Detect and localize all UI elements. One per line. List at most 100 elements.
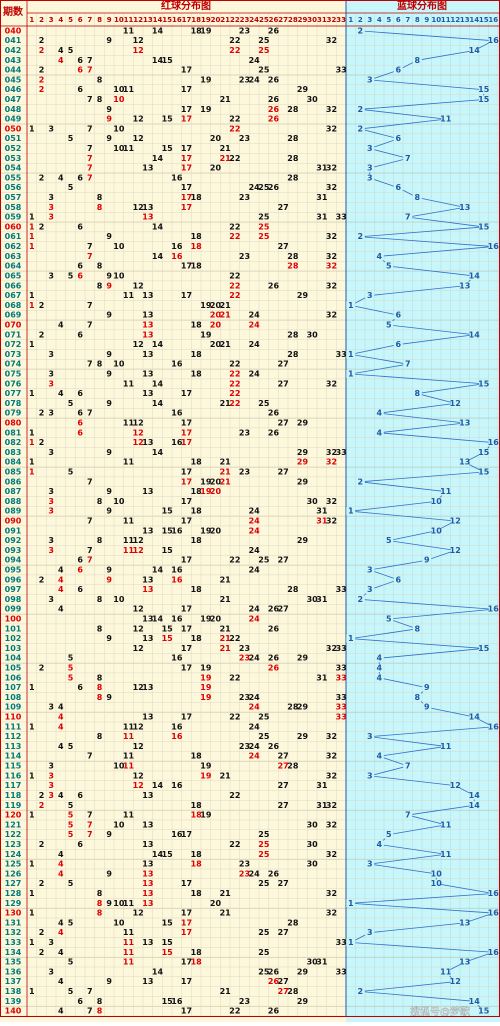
blue-ball: 11 bbox=[440, 967, 452, 976]
red-ball: 13 bbox=[142, 526, 153, 535]
issue: 134 bbox=[5, 948, 22, 957]
red-ball: 15 bbox=[162, 507, 174, 516]
red-ball: 3 bbox=[48, 193, 54, 202]
blue-bg-cell bbox=[469, 997, 479, 1006]
red-ball: 19 bbox=[200, 615, 212, 624]
red-ball: 3 bbox=[48, 967, 54, 976]
red-ball: 27 bbox=[278, 762, 289, 771]
red-ball: 1 bbox=[29, 458, 35, 467]
red-ball: 6 bbox=[77, 585, 83, 594]
red-ball: 4 bbox=[58, 585, 64, 594]
red-ball: 2 bbox=[39, 948, 45, 957]
red-ball: 29 bbox=[297, 458, 309, 467]
blue-ball: 3 bbox=[367, 732, 373, 741]
red-ball: 28 bbox=[287, 350, 299, 359]
issue: 043 bbox=[5, 56, 22, 65]
red-ball: 21 bbox=[220, 144, 232, 153]
blue-bg-cell bbox=[412, 624, 422, 633]
blue-col-header: 7 bbox=[405, 16, 410, 24]
red-ball: 15 bbox=[162, 144, 174, 153]
red-ball: 22 bbox=[229, 713, 240, 722]
red-ball: 11 bbox=[123, 458, 135, 467]
blue-bg-cell bbox=[488, 948, 498, 957]
red-ball: 12 bbox=[133, 438, 144, 447]
blue-ball: 10 bbox=[431, 497, 443, 506]
red-ball: 32 bbox=[326, 850, 337, 859]
red-ball: 32 bbox=[326, 497, 337, 506]
red-ball: 12 bbox=[133, 203, 144, 212]
red-ball: 25 bbox=[258, 732, 270, 741]
red-ball: 5 bbox=[68, 958, 74, 967]
red-ball: 6 bbox=[77, 997, 83, 1006]
blue-col-header: 9 bbox=[424, 16, 429, 24]
blue-bg-cell bbox=[346, 507, 356, 516]
red-col-header: 20 bbox=[211, 16, 221, 24]
blue-bg-cell bbox=[422, 703, 432, 712]
issue: 062 bbox=[5, 242, 22, 251]
red-ball: 18 bbox=[191, 26, 203, 35]
red-ball: 24 bbox=[249, 654, 261, 663]
blue-ball: 14 bbox=[469, 791, 481, 800]
red-ball: 27 bbox=[278, 556, 289, 565]
blue-bg-cell bbox=[479, 222, 489, 231]
red-ball: 32 bbox=[326, 124, 337, 133]
blue-bg-cell bbox=[365, 144, 375, 153]
red-ball: 25 bbox=[258, 556, 270, 565]
red-ball: 11 bbox=[123, 517, 135, 526]
red-ball: 15 bbox=[162, 526, 174, 535]
red-ball: 21 bbox=[220, 467, 232, 476]
blue-ball: 16 bbox=[488, 909, 500, 918]
red-ball: 3 bbox=[48, 487, 54, 496]
red-ball: 29 bbox=[297, 291, 309, 300]
red-ball: 2 bbox=[39, 301, 45, 310]
red-ball: 31 bbox=[316, 673, 328, 682]
blue-bg-cell bbox=[488, 889, 498, 898]
red-col-header: 11 bbox=[124, 16, 134, 24]
red-ball: 11 bbox=[123, 144, 135, 153]
blue-ball: 13 bbox=[459, 203, 470, 212]
red-ball: 23 bbox=[239, 252, 250, 261]
red-ball: 2 bbox=[39, 85, 45, 94]
issue: 069 bbox=[5, 311, 22, 320]
red-ball: 9 bbox=[106, 311, 112, 320]
issue: 047 bbox=[5, 95, 22, 104]
issue: 071 bbox=[5, 330, 22, 339]
blue-bg-cell bbox=[384, 615, 394, 624]
red-ball: 19 bbox=[200, 811, 212, 820]
red-ball: 3 bbox=[48, 791, 54, 800]
red-ball: 10 bbox=[113, 124, 125, 133]
red-col-header: 27 bbox=[278, 16, 288, 24]
blue-col-header: 14 bbox=[469, 16, 479, 24]
issue: 077 bbox=[5, 389, 22, 398]
issue: 106 bbox=[5, 673, 22, 682]
red-col-header: 12 bbox=[133, 16, 143, 24]
red-ball: 31 bbox=[316, 164, 328, 173]
blue-bg-cell bbox=[403, 811, 413, 820]
red-ball: 10 bbox=[113, 497, 125, 506]
red-ball: 12 bbox=[133, 605, 144, 614]
red-ball: 6 bbox=[77, 409, 83, 418]
red-ball: 12 bbox=[133, 36, 144, 45]
issue: 121 bbox=[5, 820, 22, 829]
red-col-header: 29 bbox=[298, 16, 308, 24]
red-ball: 8 bbox=[97, 693, 103, 702]
blue-bg-cell bbox=[469, 46, 479, 55]
red-ball: 8 bbox=[97, 889, 103, 898]
red-ball: 26 bbox=[268, 409, 280, 418]
red-ball: 6 bbox=[77, 262, 83, 271]
blue-bg-cell bbox=[469, 791, 479, 800]
red-ball: 20 bbox=[210, 340, 222, 349]
red-ball: 25 bbox=[258, 66, 270, 75]
red-ball: 1 bbox=[29, 909, 35, 918]
blue-bg-cell bbox=[346, 938, 356, 947]
blue-bg-cell bbox=[488, 909, 498, 918]
red-ball: 9 bbox=[106, 830, 112, 839]
issue: 133 bbox=[5, 938, 22, 947]
red-ball: 11 bbox=[123, 379, 135, 388]
blue-bg-cell bbox=[374, 428, 384, 437]
blue-ball: 1 bbox=[348, 301, 354, 310]
red-ball: 23 bbox=[239, 193, 250, 202]
red-ball: 3 bbox=[48, 124, 54, 133]
red-ball: 8 bbox=[97, 732, 103, 741]
issue: 052 bbox=[5, 144, 22, 153]
